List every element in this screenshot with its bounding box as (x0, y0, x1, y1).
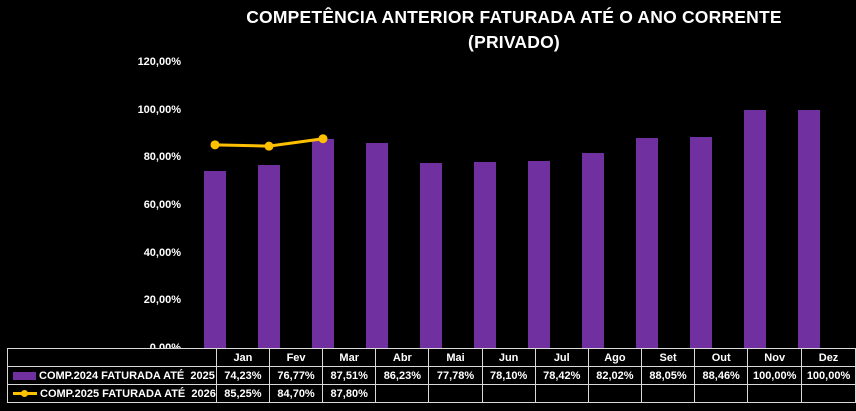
bar-column-fev (242, 62, 296, 348)
bar-column-set (620, 62, 674, 348)
value-cell-out-series-1 (694, 384, 749, 403)
bar-dez (798, 109, 820, 348)
month-header-out: Out (694, 348, 749, 367)
table-row-series-0: COMP.2024 FATURADA ATÉ 2025 74,23% 76,77% 8… (7, 366, 856, 385)
legend-label-series-1: COMP.2025 FATURADA ATÉ 2026 (40, 387, 216, 400)
bar-column-dez (782, 62, 836, 348)
y-axis: 0,00%20,00%40,00%60,00%80,00%100,00%120,… (0, 0, 181, 411)
line-point-jan (210, 140, 220, 150)
legend-bar-swatch-icon (13, 371, 36, 380)
table-corner-cell (7, 348, 217, 367)
table-header-row: Jan Fev Mar Abr Mai Jun Jul Ago Set Out Nov Dez (7, 348, 856, 367)
bar-abr (366, 142, 388, 348)
value-cell-ago-series-0: 82,02% (587, 366, 642, 385)
bar-column-nov (728, 62, 782, 348)
value-cell-jul-series-0: 78,42% (534, 366, 589, 385)
y-tick-label-3: 60,00% (143, 199, 181, 211)
chart-title: COMPETÊNCIA ANTERIOR FATURADA ATÉ O ANO … (180, 5, 848, 55)
value-cell-fev-series-0: 76,77% (268, 366, 324, 385)
bar-mar (312, 139, 334, 348)
value-cell-mar-series-0: 87,51% (322, 366, 377, 385)
chart-title-line-2: (PRIVADO) (468, 32, 560, 52)
value-cell-nov-series-1 (747, 384, 803, 403)
value-cell-set-series-1 (640, 384, 696, 403)
bar-nov (744, 109, 766, 348)
line-point-fev (264, 141, 274, 151)
chart-title-line-1: COMPETÊNCIA ANTERIOR FATURADA ATÉ O ANO … (246, 7, 782, 27)
bar-column-out (674, 62, 728, 348)
y-tick-label-5: 100,00% (137, 103, 181, 116)
bar-column-jun (458, 62, 512, 348)
bars-layer (188, 62, 836, 348)
value-cell-mar-series-1: 87,80% (322, 384, 377, 403)
bar-jan (204, 171, 226, 348)
bar-ago (582, 152, 604, 348)
bar-column-jul (512, 62, 566, 348)
month-header-set: Set (640, 348, 696, 367)
value-cell-dez-series-0: 100,00% (801, 366, 856, 385)
data-table: Jan Fev Mar Abr Mai Jun Jul Ago Set Out Nov Dez COMP… (7, 348, 856, 403)
month-header-ago: Ago (587, 348, 642, 367)
value-cell-dez-series-1 (801, 384, 856, 403)
bar-column-mai (404, 62, 458, 348)
value-cell-jun-series-0: 78,10% (481, 366, 536, 385)
value-cell-out-series-0: 88,46% (694, 366, 749, 385)
month-header-jun: Jun (481, 348, 536, 367)
value-cell-jan-series-1: 85,25% (215, 384, 271, 403)
month-header-jul: Jul (534, 348, 589, 367)
bar-column-ago (566, 62, 620, 348)
bar-fev (258, 165, 280, 348)
value-cell-mai-series-0: 77,78% (428, 366, 483, 385)
bar-jun (474, 161, 496, 348)
value-cell-jan-series-0: 74,23% (215, 366, 271, 385)
line-point-mar (318, 134, 328, 144)
table-row-series-1: COMP.2025 FATURADA ATÉ 2026 85,25% 84,70% 8… (7, 384, 856, 403)
bar-set (636, 138, 658, 348)
legend-cell-series-0: COMP.2024 FATURADA ATÉ 2025 (7, 366, 217, 385)
bar-column-abr (350, 62, 404, 348)
value-cell-nov-series-0: 100,00% (747, 366, 803, 385)
month-header-nov: Nov (747, 348, 803, 367)
month-header-mai: Mai (428, 348, 483, 367)
value-cell-mai-series-1 (428, 384, 483, 403)
legend-cell-series-1: COMP.2025 FATURADA ATÉ 2026 (7, 384, 217, 403)
bar-mai (420, 162, 442, 348)
value-cell-jul-series-1 (534, 384, 589, 403)
y-tick-label-2: 40,00% (143, 246, 181, 259)
value-cell-jun-series-1 (481, 384, 536, 403)
y-tick-label-4: 80,00% (143, 151, 181, 164)
month-header-mar: Mar (322, 348, 377, 367)
bar-out (690, 137, 712, 348)
bar-jul (528, 161, 550, 348)
month-header-abr: Abr (375, 348, 430, 367)
month-header-fev: Fev (268, 348, 324, 367)
y-tick-label-6: 120,00% (137, 56, 181, 68)
value-cell-set-series-0: 88,05% (640, 366, 696, 385)
y-tick-label-1: 20,00% (143, 294, 181, 307)
month-header-jan: Jan (215, 348, 271, 367)
value-cell-ago-series-1 (587, 384, 642, 403)
legend-label-series-0: COMP.2024 FATURADA ATÉ 2025 (39, 369, 215, 382)
value-cell-fev-series-1: 84,70% (268, 384, 324, 403)
bar-column-mar (296, 62, 350, 348)
bar-column-jan (188, 62, 242, 348)
month-header-dez: Dez (801, 348, 856, 367)
value-cell-abr-series-0: 86,23% (375, 366, 430, 385)
value-cell-abr-series-1 (375, 384, 430, 403)
legend-line-swatch-icon (13, 389, 37, 398)
line-layer (210, 134, 328, 151)
